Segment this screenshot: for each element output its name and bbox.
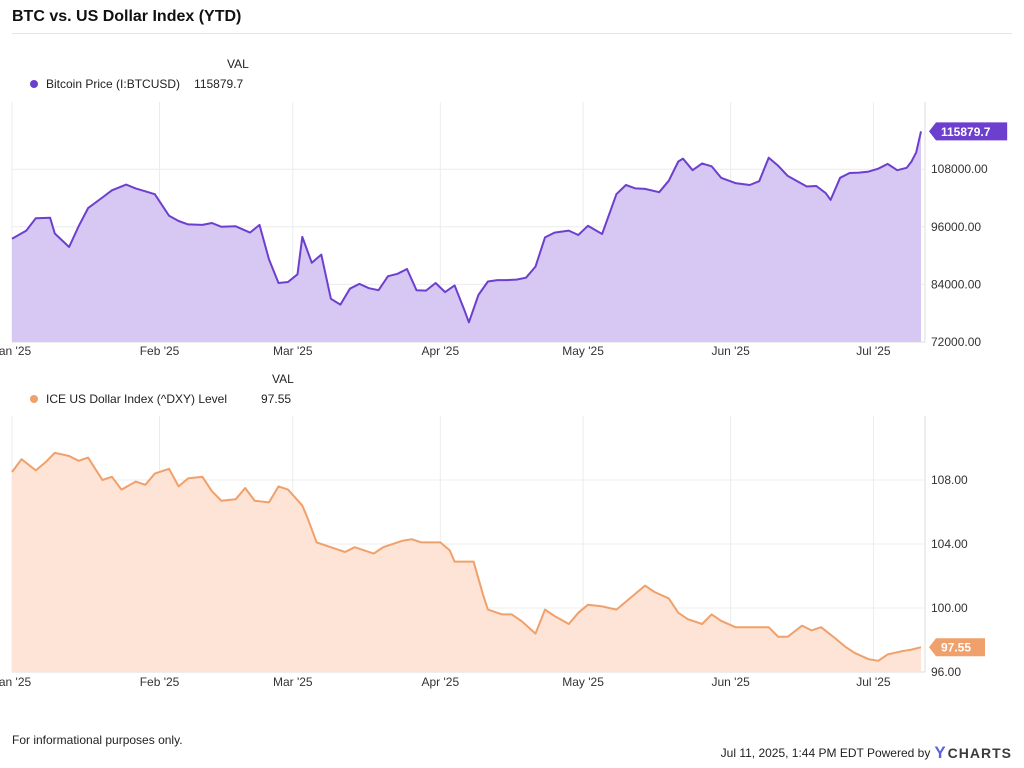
btc-end-value-label: 115879.7 (941, 125, 991, 139)
btc-end-value-flag (929, 122, 1008, 141)
btc-x-tick-label: May '25 (562, 344, 604, 358)
btc-x-tick-label: Apr '25 (421, 344, 459, 358)
disclaimer-note: For informational purposes only. (12, 733, 183, 747)
footer-attribution: Jul 11, 2025, 1:44 PM EDT Powered by Y C… (721, 743, 1012, 763)
btc-x-tick-label: Jan '25 (0, 344, 31, 358)
chart-title: BTC vs. US Dollar Index (YTD) (12, 8, 242, 25)
title-divider (12, 33, 1012, 34)
btc-x-tick-label: Mar '25 (273, 344, 313, 358)
dxy-y-tick-label: 96.00 (931, 665, 961, 679)
dxy-x-tick-label: Jun '25 (711, 675, 750, 689)
ycharts-logo[interactable]: Y CHARTS (934, 743, 1012, 763)
btc-x-tick-label: Jun '25 (711, 344, 750, 358)
dxy-x-tick-label: Jul '25 (856, 675, 891, 689)
btc-x-tick-label: Jul '25 (856, 344, 891, 358)
btc-series-area (12, 131, 921, 342)
ycharts-logo-y: Y (934, 743, 947, 762)
dxy-legend-label: ICE US Dollar Index (^DXY) Level (46, 392, 228, 406)
btc-y-tick-label: 72000.00 (931, 335, 981, 349)
btc-legend-label: Bitcoin Price (I:BTCUSD) (46, 77, 181, 91)
dxy-series-line (11, 451, 922, 662)
dxy-x-tick-label: Apr '25 (421, 675, 459, 689)
dxy-x-tick-label: May '25 (562, 675, 604, 689)
btc-series-line (11, 131, 922, 324)
dxy-y-tick-label: 108.00 (931, 473, 968, 487)
dxy-y-tick-label: 104.00 (931, 537, 968, 551)
btc-chart: 108000.00 96000.00 84000.00 72000.00 Jan '25… (0, 102, 1008, 358)
dxy-y-tick-label: 100.00 (931, 601, 968, 615)
dxy-value-header: VAL (272, 372, 294, 386)
dxy-x-tick-label: Feb '25 (140, 675, 180, 689)
dxy-end-value-label: 97.55 (941, 641, 971, 655)
dxy-end-value-flag (929, 638, 985, 657)
btc-y-tick-label: 108000.00 (931, 162, 988, 176)
btc-y-tick-label: 96000.00 (931, 220, 981, 234)
btc-legend-value: 115879.7 (194, 77, 244, 91)
btc-x-tick-label: Feb '25 (140, 344, 180, 358)
dxy-x-tick-label: Mar '25 (273, 675, 313, 689)
dxy-legend-value: 97.55 (261, 392, 292, 406)
ycharts-logo-text: CHARTS (947, 745, 1012, 761)
btc-legend-dot-icon (30, 80, 38, 88)
dxy-legend-dot-icon (30, 395, 38, 403)
dxy-x-tick-label: Jan '25 (0, 675, 31, 689)
dxy-chart: 108.00 104.00 100.00 96.00 Jan '25 Feb '25 Mar… (0, 416, 985, 689)
footer-timestamp: Jul 11, 2025, 1:44 PM EDT Powered by (720, 746, 931, 760)
dxy-legend[interactable]: ICE US Dollar Index (^DXY) Level 97.55 (30, 392, 291, 406)
btc-value-header: VAL (227, 57, 249, 71)
btc-y-tick-label: 84000.00 (931, 277, 981, 291)
btc-legend[interactable]: Bitcoin Price (I:BTCUSD) 115879.7 (30, 77, 243, 91)
